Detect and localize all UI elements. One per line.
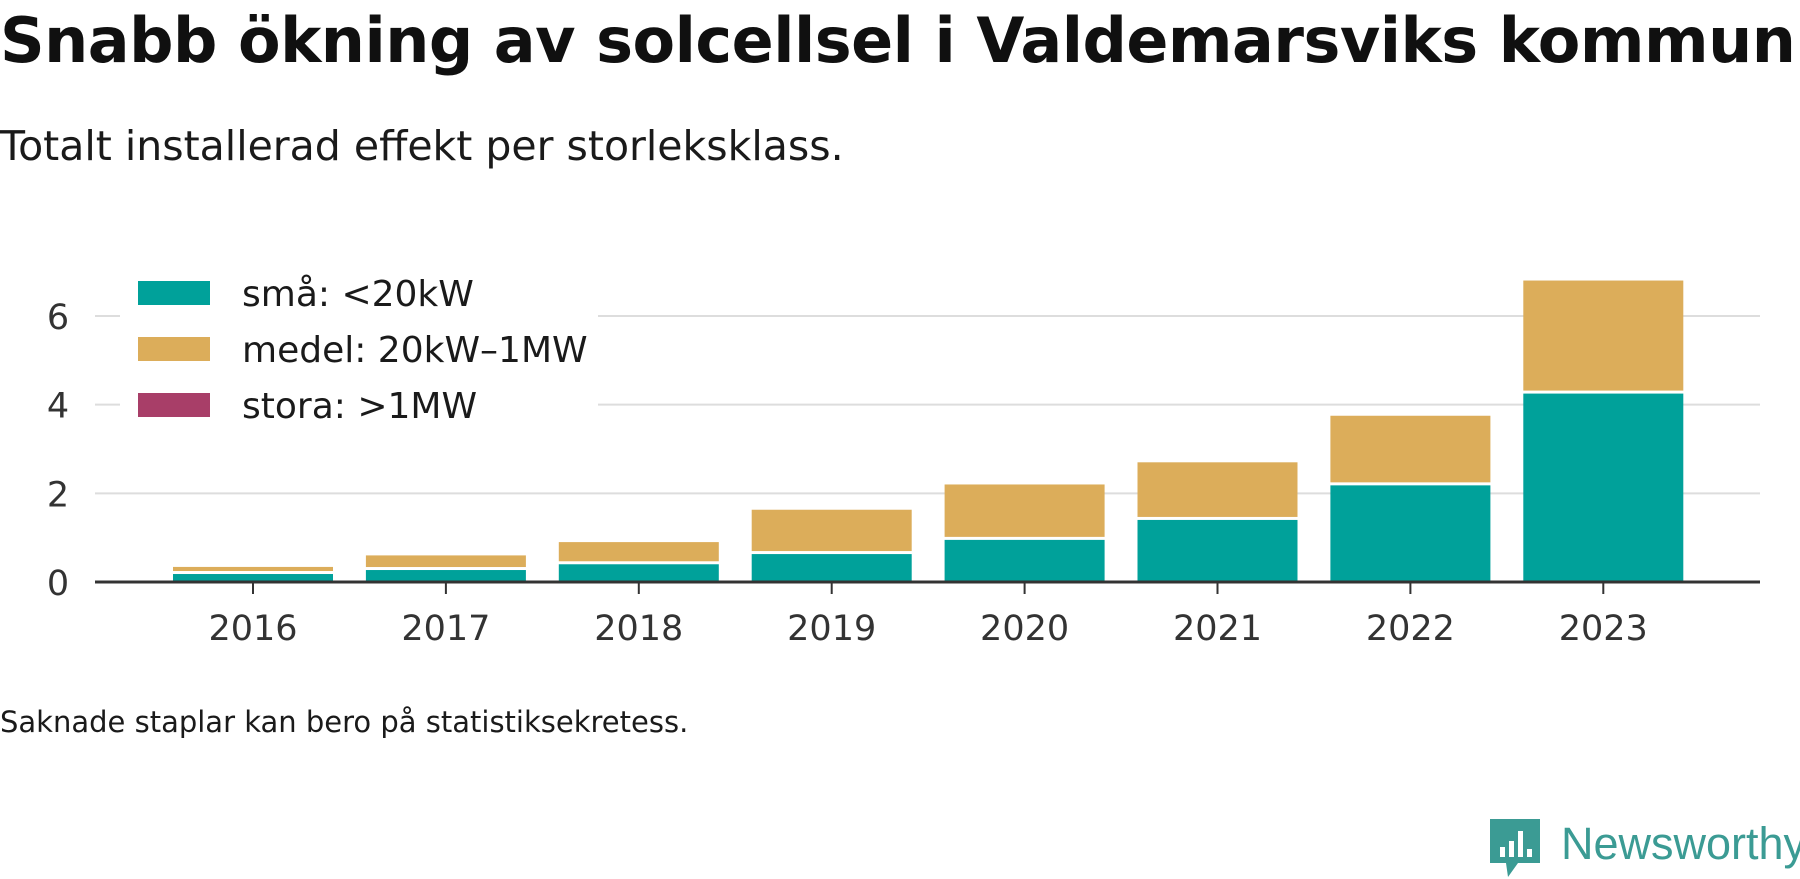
- bar-segment: [1523, 393, 1684, 582]
- legend-label: stora: >1MW: [242, 386, 477, 427]
- bar-segment: [365, 570, 526, 582]
- x-tick-label: 2019: [787, 609, 876, 649]
- bar-segment: [1330, 415, 1491, 483]
- bar-segment: [365, 555, 526, 568]
- y-axis-ticks: 0 2 4 6: [47, 298, 69, 604]
- y-tick-label: 2: [47, 475, 69, 515]
- y-tick-label: 6: [47, 298, 69, 338]
- x-tick-label: 2021: [1173, 609, 1262, 649]
- bar-segment: [173, 574, 333, 582]
- legend-swatch: [138, 393, 210, 417]
- x-axis-ticks: 2016 2017 2018 2019 2020 2021 2022 2023: [208, 582, 1648, 649]
- bar-segment: [558, 564, 719, 582]
- bar-segment: [751, 509, 912, 552]
- bar-segment: [1523, 280, 1684, 391]
- chart-title: Snabb ökning av solcellsel i Valdemarsvi…: [0, 4, 1796, 77]
- x-tick-label: 2022: [1366, 609, 1455, 649]
- y-tick-label: 0: [47, 564, 69, 604]
- bar-segment: [944, 539, 1105, 582]
- bar-segment: [173, 566, 333, 572]
- x-tick-label: 2016: [208, 609, 297, 649]
- legend-swatch: [138, 281, 210, 305]
- bar-segment: [944, 484, 1105, 537]
- footnote: Saknade staplar kan bero på statistiksek…: [0, 705, 689, 739]
- bar-segment: [558, 542, 719, 562]
- newsworthy-logo-icon: [1490, 819, 1540, 877]
- y-tick-label: 4: [47, 387, 69, 427]
- brand-name: Newsworthy: [1561, 818, 1800, 869]
- bar-segment: [1137, 462, 1298, 517]
- x-tick-label: 2023: [1559, 609, 1648, 649]
- legend: små: <20kW medel: 20kW–1MW stora: >1MW: [120, 262, 598, 434]
- x-tick-label: 2017: [401, 609, 490, 649]
- x-tick-label: 2020: [980, 609, 1069, 649]
- bar-segment: [751, 554, 912, 582]
- legend-label: medel: 20kW–1MW: [242, 330, 588, 371]
- bar-segment: [1137, 519, 1298, 582]
- stacked-bar-chart: 2016 2017 2018 2019 2020 2021 2022 2023 0 2 4 6 sm…: [46, 262, 1760, 649]
- x-tick-label: 2018: [594, 609, 683, 649]
- legend-swatch: [138, 337, 210, 361]
- bars: [173, 280, 1684, 582]
- bar-segment: [1330, 485, 1491, 582]
- legend-label: små: <20kW: [242, 274, 474, 315]
- chart-subtitle: Totalt installerad effekt per storlekskl…: [0, 122, 844, 170]
